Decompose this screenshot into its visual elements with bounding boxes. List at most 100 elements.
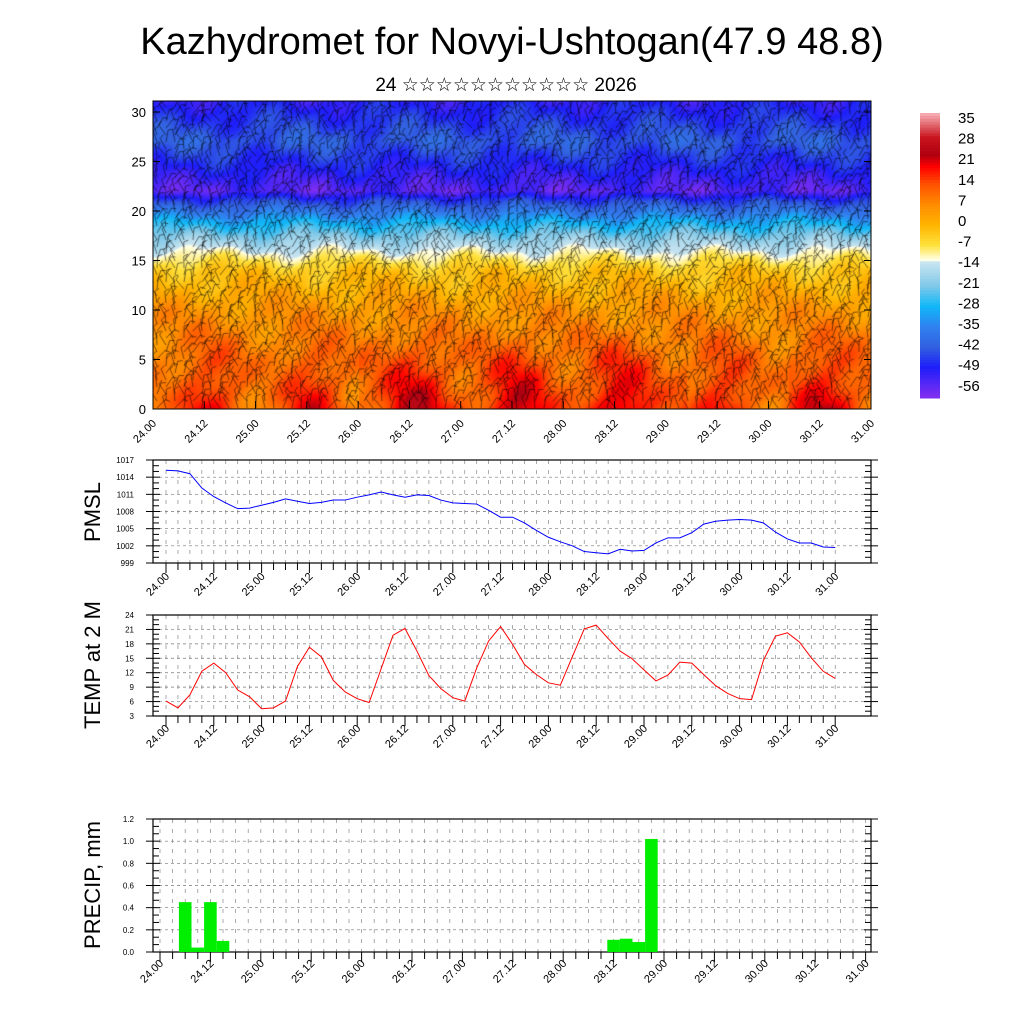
colorbar-band [920,270,940,274]
x-tick-label: 26.00 [335,571,363,599]
colorbar-band [920,174,940,178]
colorbar-band [920,363,940,367]
colorbar-band [920,328,940,332]
x-tick-label: 24.00 [138,958,166,986]
y-tick-label: 1011 [117,490,135,499]
y-tick-label: 25 [132,155,146,170]
x-tick-label: 30.00 [747,418,775,446]
colorbar-band [920,374,940,379]
x-tick-label: 25.00 [240,571,268,599]
x-tick-label: 28.00 [527,723,555,751]
colorbar-band [920,313,940,318]
colorbar-band [920,383,940,387]
colorbar-band [920,130,940,134]
y-tick-label: 1017 [116,456,134,465]
y-tick-label: 1.0 [123,837,135,846]
colorbar-band [920,121,940,126]
x-tick-label: 29.12 [693,958,721,986]
x-tick-label: 30.12 [793,958,821,986]
y-axis-title: PRECIP, mm [80,821,105,949]
colorbar-band [920,200,940,204]
x-tick-label: 30.00 [718,571,746,599]
y-axis-title: TEMP at 2 M [80,601,105,729]
y-tick-label: 20 [132,204,146,219]
colorbar-band [920,293,940,297]
x-tick-label: 27.12 [479,571,507,599]
colorbar-band [920,299,940,303]
x-tick-label: 26.12 [388,418,416,446]
precip-bar [607,939,620,952]
colorbar-band [920,214,940,219]
y-tick-label: 24 [125,611,134,620]
colorbar-label: -35 [958,316,980,333]
colorbar-band [920,389,940,393]
colorbar-band [920,267,940,271]
colorbar-band [920,339,940,344]
x-tick-label: 28.12 [574,571,602,599]
y-tick-label: 1008 [116,508,134,517]
x-tick-label: 26.00 [335,723,363,751]
colorbar-band [920,249,940,254]
y-tick-label: 21 [125,625,134,634]
colorbar-band [920,238,940,242]
x-tick-label: 24.12 [192,723,220,751]
x-tick-label: 24.00 [144,723,172,751]
colorbar-band [920,354,940,358]
y-tick-label: 1014 [116,473,134,482]
colorbar-band [920,360,940,364]
x-tick-label: 26.00 [336,418,364,446]
x-tick-label: 25.00 [240,723,268,751]
colorbar-band [920,371,940,376]
colorbar-band [920,127,940,131]
colorbar-band [920,188,940,193]
colorbar-band [920,144,940,149]
x-tick-label: 29.00 [622,571,650,599]
x-tick-label: 27.12 [490,418,518,446]
colorbar-label: 21 [958,151,975,168]
colorbar-label: 14 [958,172,975,189]
colorbar-label: 35 [958,110,975,127]
colorbar-band [920,211,940,216]
panel-pmsl: 1017 1014 1011 1008 1005 1002 999 24.00 24.12 25.… [80,456,878,599]
x-tick-label: 29.12 [695,418,723,446]
colorbar-band [920,322,940,326]
colorbar-band [920,366,940,370]
colorbar-band [920,310,940,315]
colorbar-band [920,194,940,198]
x-tick-label: 25.12 [285,418,313,446]
colorbar-band [920,168,940,172]
colorbar-label: -28 [958,295,980,312]
x-tick-label: 27.00 [431,723,459,751]
colorbar-band [920,246,940,251]
colorbar-band [920,142,940,146]
x-tick-label: 29.00 [642,958,670,986]
colorbar-band [920,147,940,152]
precip-bar [204,902,217,952]
colorbar-band [920,217,940,222]
x-tick-label: 28.00 [541,418,569,446]
y-tick-label: 999 [121,559,135,568]
colorbar-band [920,208,940,213]
colorbar-label: 28 [958,131,975,148]
precip-bar [178,902,192,952]
colorbar-band [920,176,940,181]
x-tick-label: 31.00 [849,418,877,446]
colorbar-band [920,243,940,248]
colorbar-band [920,264,940,268]
colorbar-band [920,156,940,161]
x-tick-label: 29.12 [670,571,698,599]
y-tick-label: 9 [130,683,135,692]
x-tick-label: 25.12 [288,571,316,599]
colorbar-band [920,302,940,306]
colorbar-band [920,386,940,390]
y-tick-label: 15 [125,654,134,663]
colorbar-band [920,380,940,384]
colorbar-band [920,392,940,396]
colorbar-label: -56 [958,378,980,395]
x-tick-label: 28.12 [574,723,602,751]
y-tick-label: 6 [130,698,135,707]
colorbar-band [920,336,940,341]
colorbar-band [920,118,940,123]
colorbar-band [920,153,940,158]
